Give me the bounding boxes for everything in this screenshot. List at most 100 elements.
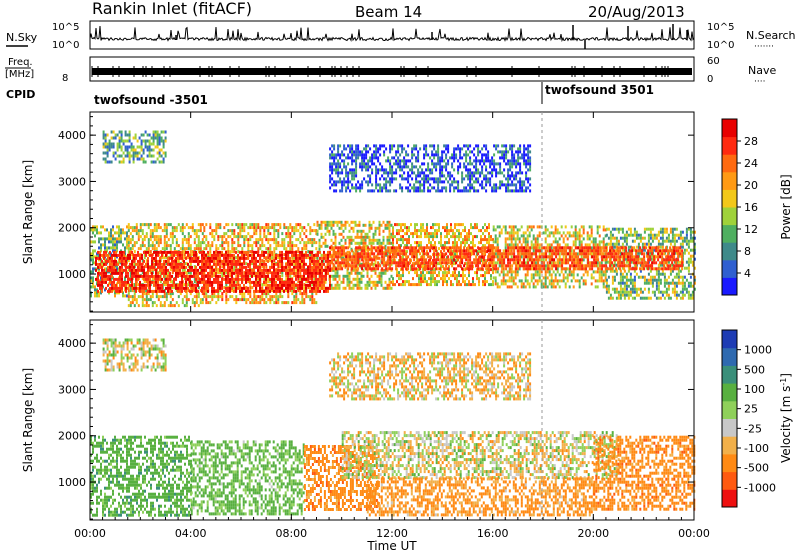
range-gate-cell bbox=[598, 240, 601, 244]
range-gate-cell bbox=[265, 283, 268, 287]
range-gate-cell bbox=[326, 229, 329, 233]
range-gate-cell bbox=[291, 301, 294, 305]
range-gate-cell bbox=[106, 145, 109, 149]
range-gate-cell bbox=[126, 231, 128, 235]
range-gate-cell bbox=[649, 233, 652, 237]
range-gate-cell bbox=[647, 281, 650, 285]
range-gate-cell bbox=[235, 271, 238, 275]
range-gate-cell bbox=[496, 261, 499, 265]
range-gate-cell bbox=[157, 223, 160, 227]
range-gate-cell bbox=[396, 271, 398, 275]
range-gate-cell bbox=[375, 153, 378, 157]
range-gate-cell bbox=[649, 296, 652, 300]
range-gate-cell bbox=[476, 277, 478, 281]
range-gate-cell bbox=[455, 180, 458, 184]
range-gate-cell bbox=[645, 296, 648, 300]
range-gate-cell bbox=[247, 226, 250, 230]
range-gate-cell bbox=[131, 226, 134, 230]
range-gate-cell bbox=[437, 159, 440, 163]
range-gate-cell bbox=[544, 264, 547, 268]
range-gate-cell bbox=[408, 229, 410, 233]
range-gate-cell bbox=[393, 162, 396, 166]
range-gate-cell bbox=[480, 229, 482, 233]
range-gate-cell bbox=[483, 186, 486, 190]
range-gate-cell bbox=[287, 244, 290, 248]
range-gate-cell bbox=[141, 241, 144, 245]
range-gate-cell bbox=[217, 247, 220, 251]
range-gate-cell bbox=[439, 159, 442, 163]
range-gate-cell bbox=[408, 235, 410, 239]
range-gate-cell bbox=[135, 229, 138, 233]
range-gate-cell bbox=[335, 171, 338, 175]
range-gate-cell bbox=[627, 233, 630, 237]
range-gate-cell bbox=[165, 283, 168, 287]
range-gate-cell bbox=[303, 241, 306, 245]
range-gate-cell bbox=[437, 144, 440, 148]
range-gate-cell bbox=[611, 275, 614, 279]
range-gate-cell bbox=[442, 265, 444, 269]
range-gate-cell bbox=[510, 240, 513, 244]
range-gate-cell bbox=[221, 244, 224, 248]
range-gate-cell bbox=[324, 280, 327, 284]
range-gate-cell bbox=[399, 174, 402, 178]
range-gate-cell bbox=[455, 186, 458, 190]
range-gate-cell bbox=[163, 226, 166, 230]
range-gate-cell bbox=[401, 168, 404, 172]
range-gate-cell bbox=[307, 250, 310, 254]
range-gate-cell bbox=[479, 159, 482, 163]
range-gate-cell bbox=[285, 277, 288, 281]
range-gate-cell bbox=[361, 162, 364, 166]
range-gate-cell bbox=[508, 234, 511, 238]
range-gate-cell bbox=[243, 223, 246, 227]
range-gate-cell bbox=[410, 265, 412, 269]
range-gate-cell bbox=[440, 244, 442, 248]
range-gate-cell bbox=[550, 243, 553, 247]
range-gate-cell bbox=[681, 287, 684, 291]
range-gate-cell bbox=[677, 281, 680, 285]
range-gate-cell bbox=[267, 280, 270, 284]
range-gate-cell bbox=[586, 270, 589, 274]
range-gate-cell bbox=[265, 235, 268, 239]
range-gate-cell bbox=[211, 235, 214, 239]
range-gate-cell bbox=[418, 241, 420, 245]
range-gate-cell bbox=[407, 144, 410, 148]
range-gate-cell bbox=[162, 145, 165, 149]
range-gate-cell bbox=[482, 232, 484, 236]
range-gate-cell bbox=[237, 235, 240, 239]
range-gate-cell bbox=[605, 287, 608, 291]
range-gate-cell bbox=[514, 243, 517, 247]
range-gate-cell bbox=[215, 259, 218, 263]
range-gate-cell bbox=[155, 223, 158, 227]
range-gate-cell bbox=[114, 246, 116, 250]
range-gate-cell bbox=[215, 226, 218, 230]
range-gate-cell bbox=[231, 295, 234, 299]
range-gate-cell bbox=[352, 268, 355, 272]
range-gate-cell bbox=[530, 255, 533, 259]
range-gate-cell bbox=[639, 233, 642, 237]
range-gate-cell bbox=[582, 282, 585, 286]
range-gate-cell bbox=[420, 226, 422, 230]
range-gate-cell bbox=[169, 232, 172, 236]
range-gate-cell bbox=[447, 174, 450, 178]
range-gate-cell bbox=[419, 147, 422, 151]
range-gate-cell bbox=[617, 242, 620, 246]
range-gate-cell bbox=[382, 220, 385, 224]
range-gate-cell bbox=[508, 237, 511, 241]
range-gate-cell bbox=[281, 301, 284, 305]
range-gate-cell bbox=[213, 295, 216, 299]
range-gate-cell bbox=[443, 180, 446, 184]
range-gate-cell bbox=[440, 265, 442, 269]
range-gate-cell bbox=[396, 274, 398, 278]
range-gate-cell bbox=[625, 236, 628, 240]
range-gate-cell bbox=[590, 231, 593, 235]
range-gate-cell bbox=[175, 289, 178, 293]
range-gate-cell bbox=[528, 234, 531, 238]
range-gate-cell bbox=[133, 244, 136, 248]
range-gate-cell bbox=[609, 239, 612, 243]
range-gate-cell bbox=[467, 147, 470, 151]
range-gate-cell bbox=[275, 241, 278, 245]
range-gate-cell bbox=[295, 226, 298, 230]
range-gate-cell bbox=[215, 232, 218, 236]
range-gate-cell bbox=[177, 244, 180, 248]
range-gate-cell bbox=[403, 165, 406, 169]
